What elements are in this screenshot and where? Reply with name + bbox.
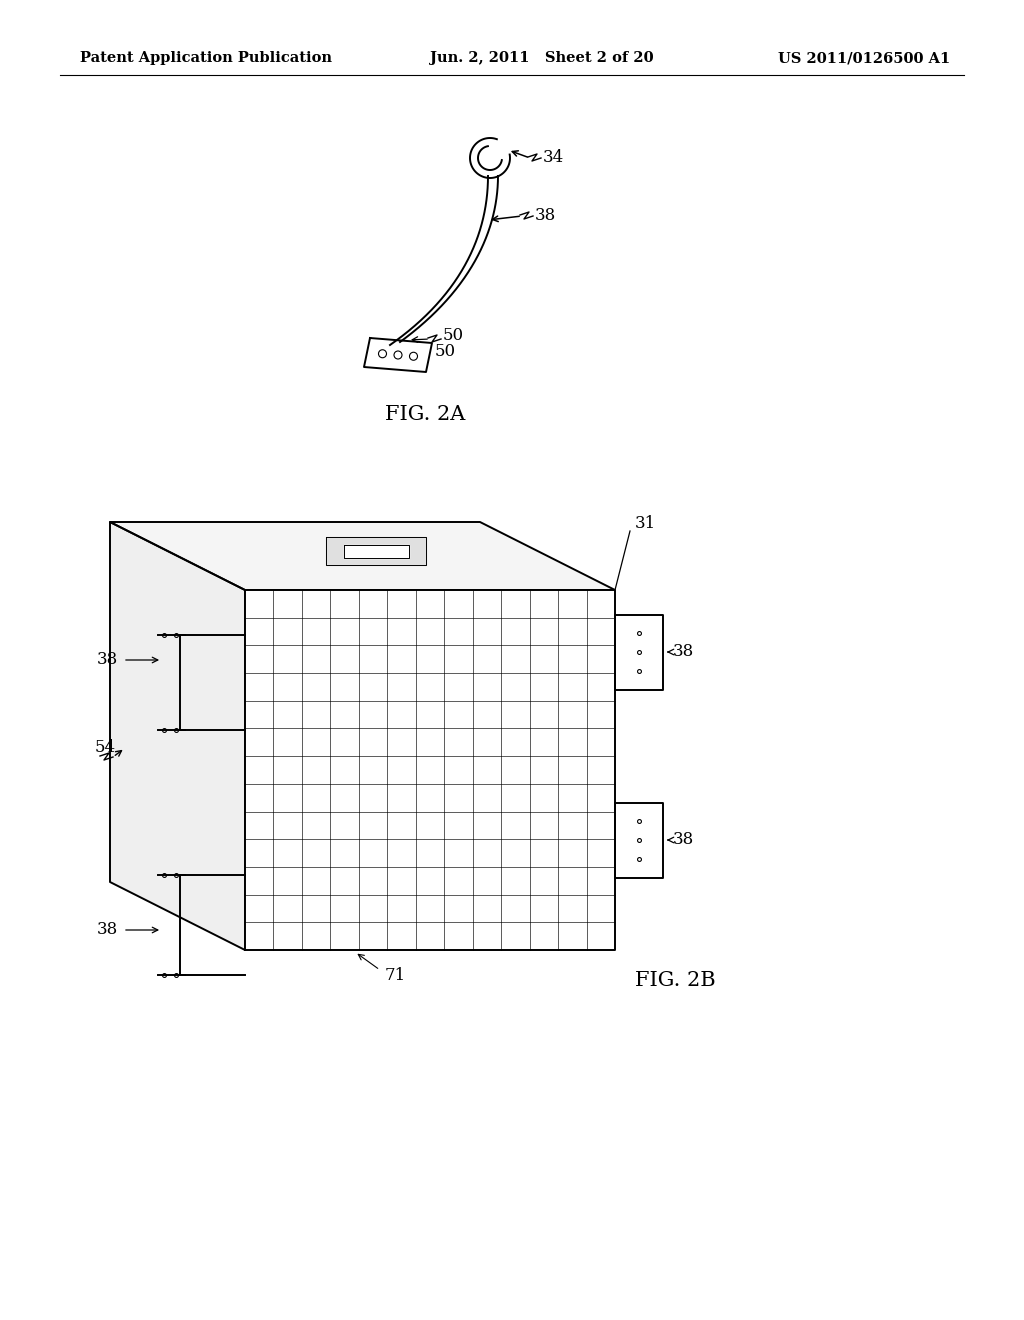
- Text: 31: 31: [635, 515, 656, 532]
- Text: 52: 52: [540, 887, 561, 903]
- Text: 38: 38: [673, 832, 694, 849]
- Text: 34: 34: [543, 149, 564, 166]
- Text: Jun. 2, 2011   Sheet 2 of 20: Jun. 2, 2011 Sheet 2 of 20: [430, 51, 653, 65]
- Polygon shape: [326, 537, 426, 565]
- Text: 50: 50: [443, 327, 464, 345]
- Text: 38: 38: [673, 644, 694, 660]
- Text: FIG. 2B: FIG. 2B: [635, 970, 716, 990]
- Polygon shape: [110, 521, 615, 590]
- Text: 38: 38: [96, 652, 118, 668]
- Text: FIG. 2A: FIG. 2A: [385, 405, 465, 425]
- Text: 71: 71: [385, 966, 407, 983]
- Text: 38: 38: [96, 921, 118, 939]
- Text: 54: 54: [95, 739, 116, 756]
- Text: Patent Application Publication: Patent Application Publication: [80, 51, 332, 65]
- Text: 38: 38: [535, 207, 556, 224]
- Polygon shape: [245, 590, 615, 950]
- Polygon shape: [110, 521, 245, 950]
- Text: 50: 50: [435, 343, 456, 360]
- Text: US 2011/0126500 A1: US 2011/0126500 A1: [778, 51, 950, 65]
- Polygon shape: [343, 544, 409, 557]
